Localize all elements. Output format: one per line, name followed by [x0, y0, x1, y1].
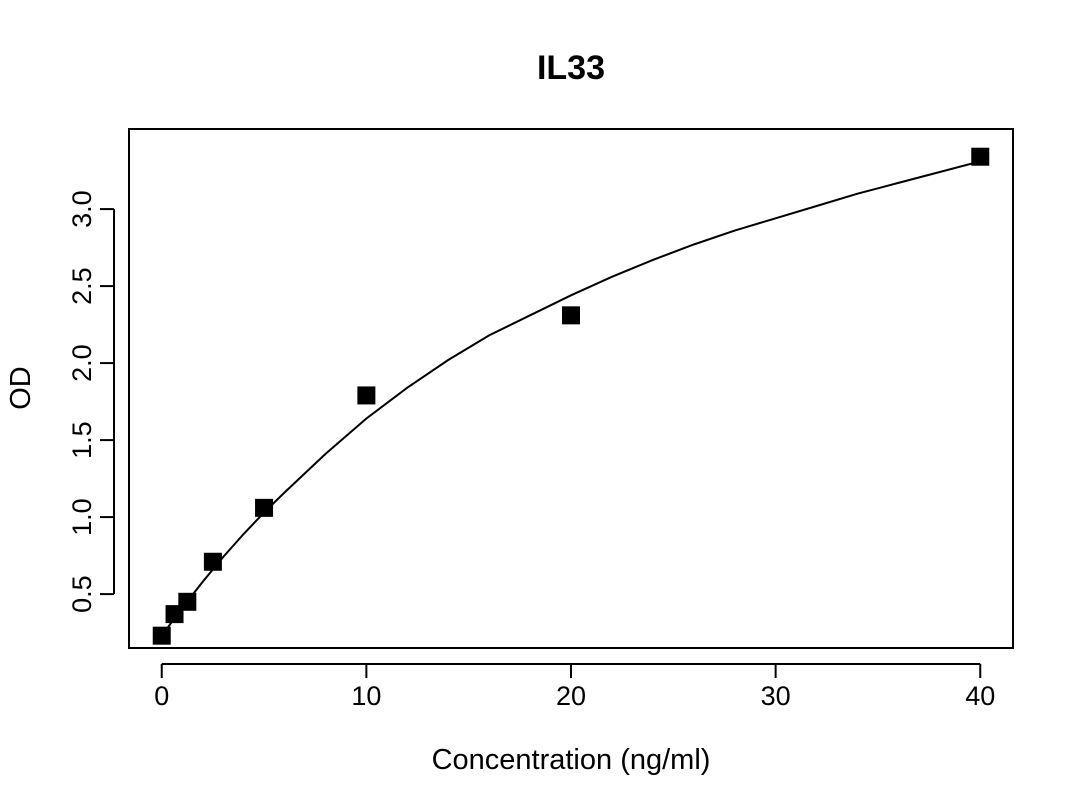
y-tick-label: 1.5 [67, 421, 97, 459]
data-point [971, 147, 990, 166]
x-tick-label: 0 [154, 681, 169, 711]
data-point [203, 552, 222, 571]
y-tick-label: 3.0 [67, 190, 97, 228]
data-point [255, 498, 274, 517]
data-point [562, 306, 580, 325]
y-tick-label: 0.5 [67, 575, 97, 613]
x-axis: 0 10 20 30 40 [154, 663, 995, 711]
x-tick-label: 30 [761, 681, 791, 711]
data-point [152, 626, 171, 645]
y-tick-label: 1.0 [67, 498, 97, 536]
x-tick-label: 10 [351, 681, 381, 711]
data-point [357, 386, 376, 405]
plot-frame [128, 128, 1014, 649]
chart-title: IL33 [537, 49, 605, 87]
y-axis: 0.5 1.0 1.5 2.0 2.5 3.0 [67, 190, 115, 613]
x-tick-label: 40 [965, 681, 995, 711]
data-points [152, 147, 990, 645]
x-axis-label: Concentration (ng/ml) [432, 744, 711, 776]
fit-curve [160, 160, 981, 637]
data-point [178, 592, 197, 611]
x-tick-label: 20 [556, 681, 586, 711]
y-tick-label: 2.0 [67, 344, 97, 382]
y-axis-label: OD [5, 366, 37, 410]
y-tick-label: 2.5 [67, 267, 97, 305]
